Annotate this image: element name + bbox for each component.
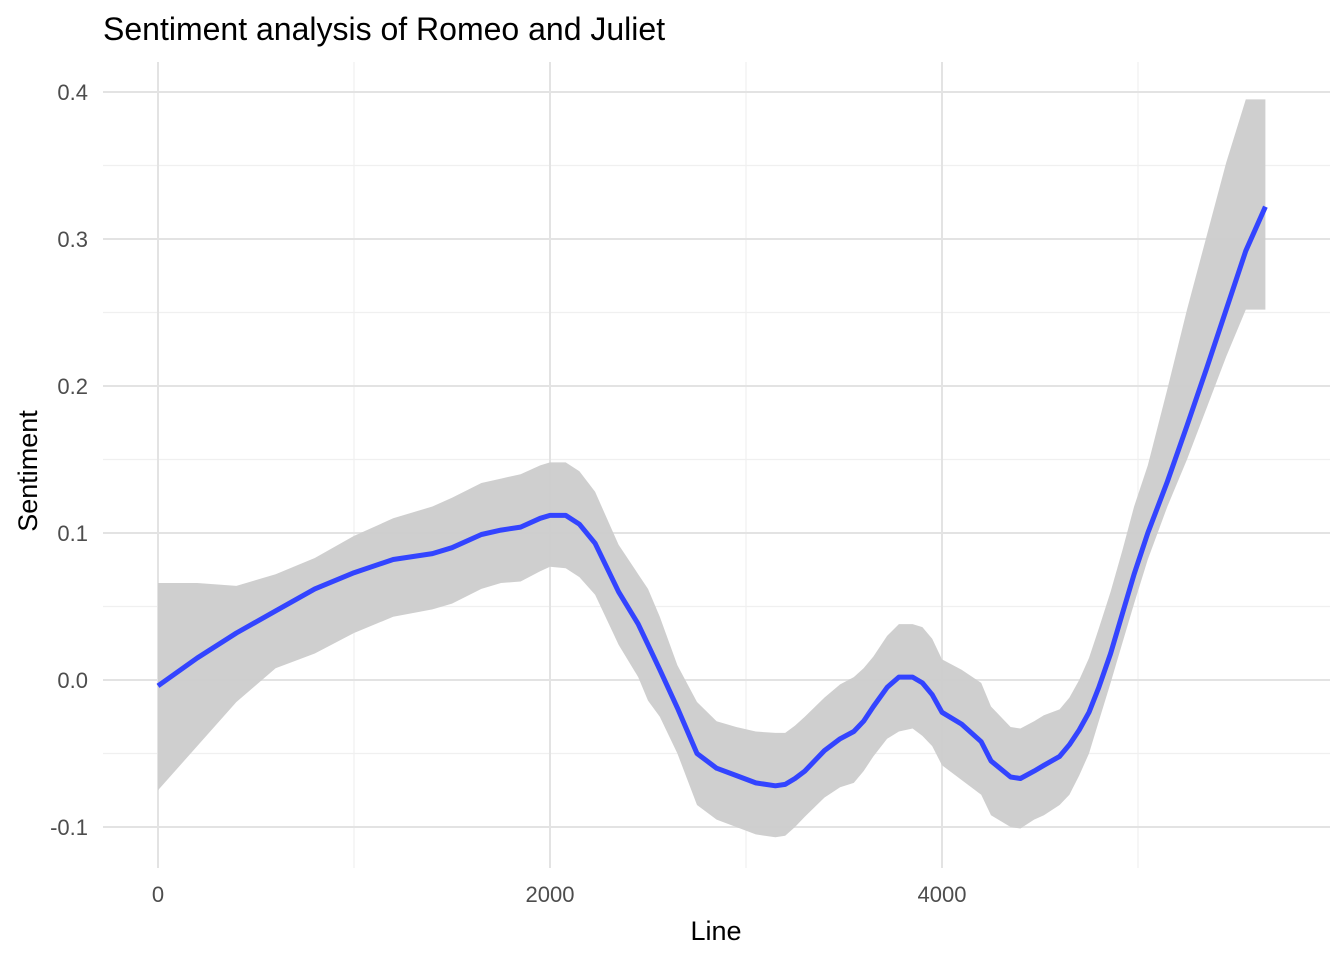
y-tick-label: 0.0 [57, 668, 88, 693]
y-tick-label: 0.2 [57, 374, 88, 399]
x-tick-label: 2000 [526, 882, 575, 907]
y-tick-label: 0.3 [57, 227, 88, 252]
x-axis-title: Line [690, 916, 741, 946]
y-axis-title: Sentiment [13, 410, 43, 532]
sentiment-trend-line [156, 205, 1268, 789]
y-tick-label: -0.1 [50, 815, 88, 840]
x-tick-label: 4000 [918, 882, 967, 907]
y-tick-label: 0.4 [57, 80, 88, 105]
x-tick-label: 0 [152, 882, 164, 907]
grid-layer [103, 62, 1330, 868]
y-tick-label: 0.1 [57, 521, 88, 546]
confidence-ribbon [158, 99, 1266, 838]
chart-title: Sentiment analysis of Romeo and Juliet [103, 11, 665, 47]
tick-label-layer: -0.1 0.0 0.1 0.2 0.3 0.4 0 2000 4000 [50, 80, 966, 907]
